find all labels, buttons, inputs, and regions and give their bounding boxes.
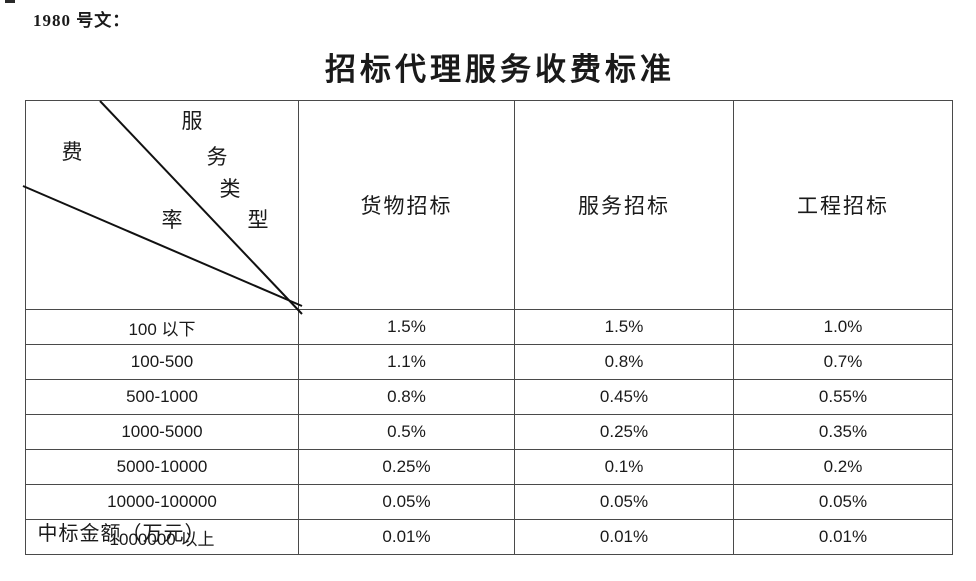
column-header-goods: 货物招标	[298, 100, 515, 310]
corner-label-service-type-char-3: 类	[219, 176, 243, 201]
table-row: 10000-100000 0.05% 0.05% 0.05%	[25, 484, 953, 520]
table-row: 100-500 1.1% 0.8% 0.7%	[25, 344, 953, 380]
table-row: 500-1000 0.8% 0.45% 0.55%	[25, 379, 953, 415]
fee-standard-table: 服 务 类 型 费 率 中标金额（万元） 货物招标 服务招标 工程招标 100 …	[22, 99, 953, 555]
rate-value: 0.25%	[514, 414, 734, 450]
row-label: 1000000 以上	[25, 519, 299, 555]
table-row: 5000-10000 0.25% 0.1% 0.2%	[25, 449, 953, 485]
rate-value: 0.55%	[733, 379, 953, 415]
diagonal-corner-content: 服 务 类 型 费 率 中标金额（万元）	[22, 99, 953, 555]
rate-value: 0.2%	[733, 449, 953, 485]
rate-value: 1.0%	[733, 309, 953, 345]
corner-label-bid-amount: 中标金额（万元）	[37, 522, 206, 545]
rate-value: 0.8%	[514, 344, 734, 380]
rate-value: 0.25%	[298, 449, 515, 485]
row-label: 500-1000	[25, 379, 299, 415]
row-label: 5000-10000	[25, 449, 299, 485]
rate-value: 0.05%	[514, 484, 734, 520]
diagonal-lines	[22, 99, 303, 315]
corner-label-fee-rate-char-2: 率	[161, 207, 185, 232]
rate-value: 0.8%	[298, 379, 515, 415]
rate-value: 1.1%	[298, 344, 515, 380]
corner-label-service-type-char-1: 服	[181, 108, 205, 133]
rate-value: 0.45%	[514, 379, 734, 415]
corner-label-service-type-char-4: 型	[247, 207, 271, 232]
document-ref-number: 1980 号文：	[33, 11, 131, 30]
screen-edge-artifact	[5, 0, 15, 3]
column-header-services: 服务招标	[514, 100, 734, 310]
row-label: 100-500	[25, 344, 299, 380]
diagonal-corner-cell: 服 务 类 型 费 率 中标金额（万元）	[22, 99, 303, 544]
rate-value: 0.05%	[733, 484, 953, 520]
rate-value: 0.01%	[514, 519, 734, 555]
row-label: 10000-100000	[25, 484, 299, 520]
rate-value: 1.5%	[514, 309, 734, 345]
table-row: 1000000 以上 0.01% 0.01% 0.01%	[25, 519, 953, 555]
corner-label-fee-rate-char-1: 费	[61, 139, 85, 164]
page-title: 招标代理服务收费标准	[325, 52, 675, 87]
corner-label-service-type-char-2: 务	[206, 144, 230, 169]
rate-value: 0.7%	[733, 344, 953, 380]
row-label: 1000-5000	[25, 414, 299, 450]
table-row: 100 以下 1.5% 1.5% 1.0%	[25, 309, 953, 345]
row-label: 100 以下	[25, 309, 299, 345]
rate-value: 0.5%	[298, 414, 515, 450]
rate-value: 0.01%	[298, 519, 515, 555]
header-row: 服 务 类 型 费 率 中标金额（万元） 货物招标 服务招标 工程招标	[22, 99, 953, 544]
rate-value: 0.01%	[733, 519, 953, 555]
column-header-engineering: 工程招标	[733, 100, 953, 310]
